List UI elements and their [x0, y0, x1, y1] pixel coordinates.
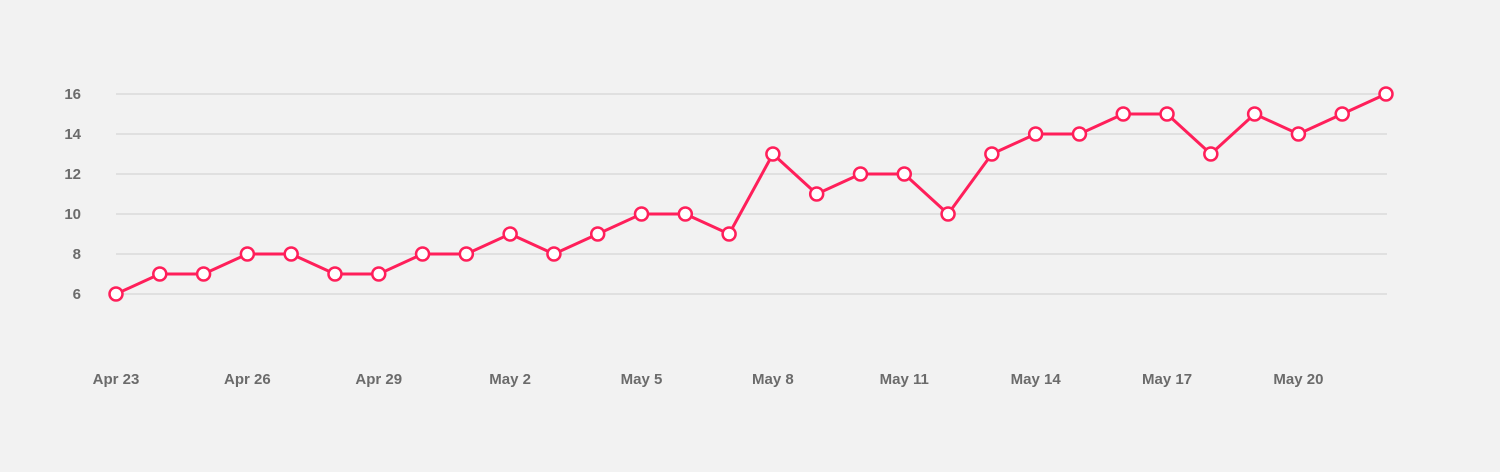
data-point[interactable]: [458, 246, 475, 262]
data-point[interactable]: [327, 266, 343, 282]
grid-layer: [116, 93, 1387, 295]
data-point[interactable]: [852, 166, 869, 182]
y-tick-label: 16: [64, 86, 81, 103]
data-point[interactable]: [633, 206, 650, 222]
data-point[interactable]: [502, 226, 518, 242]
data-point[interactable]: [1159, 106, 1175, 122]
data-point[interactable]: [1290, 126, 1307, 142]
data-point[interactable]: [1027, 126, 1044, 142]
data-point[interactable]: [721, 226, 737, 242]
x-tick-label: Apr 29: [355, 371, 402, 388]
series-layer: [108, 86, 1394, 302]
data-point[interactable]: [896, 166, 913, 182]
data-point[interactable]: [1378, 86, 1394, 102]
data-point[interactable]: [239, 246, 256, 262]
data-point[interactable]: [414, 246, 431, 262]
x-tick-label: May 14: [1011, 371, 1062, 388]
data-point[interactable]: [371, 266, 387, 282]
data-point[interactable]: [984, 146, 1000, 162]
data-point[interactable]: [152, 266, 168, 282]
data-point[interactable]: [283, 246, 299, 262]
data-point[interactable]: [195, 266, 212, 282]
y-tick-label: 6: [73, 286, 81, 303]
series-line: [114, 92, 1388, 296]
data-point[interactable]: [677, 206, 694, 222]
x-tick-label: May 20: [1273, 371, 1323, 388]
data-point[interactable]: [589, 226, 606, 242]
data-point[interactable]: [765, 146, 781, 162]
x-tick-label: May 2: [489, 371, 531, 388]
x-tick-label: Apr 23: [93, 371, 140, 388]
data-point[interactable]: [808, 186, 825, 202]
data-point[interactable]: [546, 246, 562, 262]
data-point[interactable]: [940, 206, 956, 222]
x-tick-label: Apr 26: [224, 371, 271, 388]
x-tick-label: May 5: [621, 371, 663, 388]
y-tick-label: 14: [64, 126, 81, 143]
data-point[interactable]: [1246, 106, 1263, 122]
x-axis: Apr 23 Apr 26 Apr 29 May 2 May 5 May 8 May 11 M…: [93, 371, 1324, 388]
x-tick-label: May 11: [880, 371, 929, 388]
y-axis: 6 8 10 12 14 16: [64, 86, 81, 303]
data-point[interactable]: [1071, 126, 1088, 142]
data-point[interactable]: [1203, 146, 1219, 162]
y-tick-label: 8: [73, 246, 81, 263]
x-tick-label: May 8: [752, 371, 794, 388]
data-point[interactable]: [108, 286, 124, 302]
x-tick-label: May 17: [1142, 371, 1192, 388]
y-tick-label: 12: [64, 166, 81, 183]
data-point[interactable]: [1334, 106, 1350, 122]
data-point[interactable]: [1115, 106, 1131, 122]
y-tick-label: 10: [64, 206, 81, 223]
